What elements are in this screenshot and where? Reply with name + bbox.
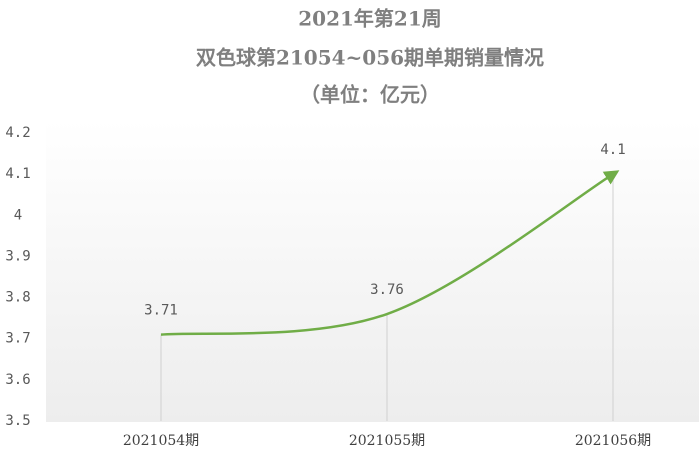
- y-tick-label: 3.9: [5, 248, 30, 264]
- y-tick-label: 4.2: [5, 125, 30, 141]
- y-tick-label: 3.7: [5, 331, 30, 347]
- chart-title: 2021年第21周: [298, 7, 442, 31]
- unit-note: （单位：亿元）: [300, 83, 440, 107]
- y-tick-label: 4: [14, 207, 22, 223]
- line: [160, 170, 620, 336]
- data-label: 4.1: [600, 142, 625, 158]
- plot-background: [46, 120, 699, 422]
- y-tick-label: 3.8: [5, 290, 30, 306]
- chart-subtitle: 双色球第21054~056期单期销量情况: [196, 46, 544, 70]
- x-tick-label: 2021056期: [575, 433, 651, 449]
- data-label: 3.76: [370, 282, 404, 298]
- x-tick-label: 2021055期: [349, 433, 425, 449]
- y-tick-label: 3.5: [5, 413, 30, 429]
- y-tick-label: 3.6: [5, 372, 30, 388]
- data-label: 3.71: [144, 303, 178, 319]
- y-tick-label: 4.1: [5, 166, 30, 182]
- x-tick-label: 2021054期: [123, 433, 199, 449]
